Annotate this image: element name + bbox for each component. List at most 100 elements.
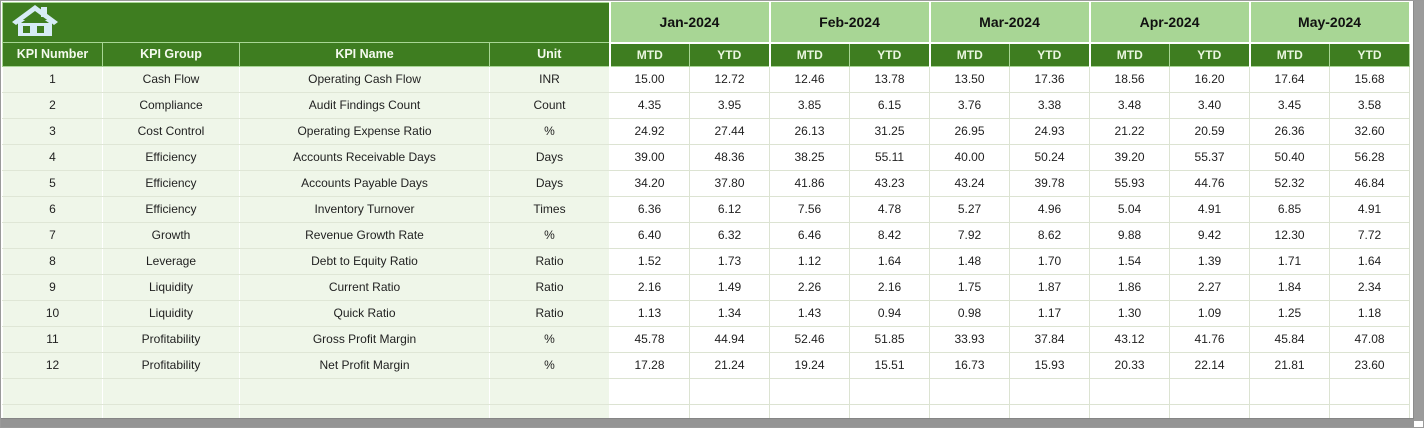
kpi-value-cell: 4.96	[1009, 195, 1091, 223]
kpi-value-cell: 9.42	[1169, 221, 1251, 249]
kpi-value-cell: 21.22	[1089, 117, 1171, 145]
kpi-value-cell: 43.24	[929, 169, 1011, 197]
kpi-number-cell: 7	[2, 221, 103, 249]
kpi-row: 11 Profitability Gross Profit Margin% 45.78…	[2, 325, 1411, 353]
kpi-value-cell: 23.60	[1329, 351, 1411, 379]
empty-cell	[2, 377, 103, 405]
kpi-value-cell: 9.88	[1089, 221, 1171, 249]
kpi-group-cell: Profitability	[102, 325, 240, 353]
kpi-value-cell: 15.51	[848, 351, 931, 379]
kpi-name-cell: Accounts Receivable Days	[239, 143, 490, 171]
kpi-value-cell: 6.15	[848, 91, 931, 119]
kpi-value-cell: 1.25	[1249, 299, 1331, 327]
kpi-value-cell: 1.09	[1169, 299, 1251, 327]
kpi-value-cell: 1.12	[769, 247, 850, 275]
vertical-scrollbar[interactable]	[1413, 1, 1423, 421]
kpi-group-cell: Growth	[102, 221, 240, 249]
kpi-value-cell: 3.76	[929, 91, 1011, 119]
kpi-unit-cell: %	[489, 325, 610, 353]
kpi-value-cell: 43.23	[848, 169, 931, 197]
kpi-row: 10 Liquidity Quick Ratio Ratio 1.13 1.34 1.43 0…	[2, 299, 1411, 327]
kpi-unit-cell: Days	[489, 143, 610, 171]
kpi-group-cell: Leverage	[102, 247, 240, 275]
kpi-number-cell: 5	[2, 169, 103, 197]
kpi-value-cell: 2.26	[769, 273, 850, 301]
kpi-value-cell: 1.75	[929, 273, 1011, 301]
kpi-group-cell: Efficiency	[102, 143, 240, 171]
column-header-kpi-name: KPI Name	[239, 42, 490, 67]
kpi-row: 8 Leverage Debt to Equity Ratio Ratio 1.52 1.…	[2, 247, 1411, 275]
kpi-value-cell: 16.20	[1169, 65, 1251, 93]
kpi-number-cell: 11	[2, 325, 103, 353]
kpi-value-cell: 17.64	[1249, 65, 1331, 93]
subheader-ytd-feb-2024: YTD	[848, 42, 931, 67]
kpi-value-cell: 20.59	[1169, 117, 1251, 145]
month-header-feb-2024: Feb-2024	[768, 2, 931, 44]
month-header-may-2024: May-2024	[1248, 2, 1411, 44]
kpi-value-cell: 12.72	[689, 65, 770, 93]
kpi-number-cell: 2	[2, 91, 103, 119]
kpi-number-cell: 3	[2, 117, 103, 145]
kpi-value-cell: 34.20	[609, 169, 690, 197]
kpi-value-cell: 1.39	[1169, 247, 1251, 275]
kpi-value-cell: 16.73	[929, 351, 1011, 379]
kpi-unit-cell: Ratio	[489, 273, 610, 301]
kpi-value-cell: 26.95	[929, 117, 1011, 145]
kpi-value-cell: 1.84	[1249, 273, 1331, 301]
month-header-mar-2024: Mar-2024	[928, 2, 1091, 44]
kpi-value-cell: 1.18	[1329, 299, 1411, 327]
kpi-value-cell: 1.43	[769, 299, 850, 327]
kpi-value-cell: 4.91	[1169, 195, 1251, 223]
kpi-group-cell: Cash Flow	[102, 65, 240, 93]
kpi-value-cell: 3.45	[1249, 91, 1331, 119]
kpi-number-cell: 4	[2, 143, 103, 171]
kpi-unit-cell: Ratio	[489, 247, 610, 275]
kpi-value-cell: 3.38	[1009, 91, 1091, 119]
empty-cell	[1089, 377, 1171, 405]
kpi-name-cell: Audit Findings Count	[239, 91, 490, 119]
kpi-value-cell: 1.87	[1009, 273, 1091, 301]
kpi-value-cell: 18.56	[1089, 65, 1171, 93]
kpi-value-cell: 8.62	[1009, 221, 1091, 249]
kpi-row: 6 Efficiency Inventory Turnover Times 6.36 6.…	[2, 195, 1411, 223]
empty-row	[2, 377, 1411, 405]
horizontal-scrollbar[interactable]	[1, 418, 1414, 427]
kpi-value-cell: 45.78	[609, 325, 690, 353]
kpi-value-cell: 13.78	[848, 65, 931, 93]
kpi-value-cell: 3.40	[1169, 91, 1251, 119]
kpi-value-cell: 1.52	[609, 247, 690, 275]
kpi-value-cell: 37.80	[689, 169, 770, 197]
kpi-unit-cell: Count	[489, 91, 610, 119]
kpi-unit-cell: %	[489, 221, 610, 249]
kpi-name-cell: Debt to Equity Ratio	[239, 247, 490, 275]
kpi-unit-cell: INR	[489, 65, 610, 93]
subheader-mtd-jan-2024: MTD	[608, 42, 690, 67]
empty-cell	[848, 377, 931, 405]
kpi-value-cell: 1.49	[689, 273, 770, 301]
month-header-jan-2024: Jan-2024	[608, 2, 771, 44]
column-header-kpi-group: KPI Group	[102, 42, 240, 67]
kpi-value-cell: 26.36	[1249, 117, 1331, 145]
kpi-value-cell: 2.27	[1169, 273, 1251, 301]
home-icon[interactable]	[11, 5, 59, 37]
empty-cell	[689, 377, 770, 405]
kpi-value-cell: 21.24	[689, 351, 770, 379]
kpi-value-cell: 15.00	[609, 65, 690, 93]
kpi-value-cell: 12.46	[769, 65, 850, 93]
kpi-value-cell: 20.33	[1089, 351, 1171, 379]
column-header-kpi-number: KPI Number	[2, 42, 103, 67]
kpi-value-cell: 38.25	[769, 143, 850, 171]
kpi-name-cell: Net Profit Margin	[239, 351, 490, 379]
kpi-value-cell: 2.34	[1329, 273, 1411, 301]
kpi-value-cell: 7.56	[769, 195, 850, 223]
kpi-value-cell: 6.36	[609, 195, 690, 223]
subheader-ytd-jan-2024: YTD	[689, 42, 770, 67]
empty-cell	[769, 377, 850, 405]
kpi-unit-cell: Ratio	[489, 299, 610, 327]
kpi-value-cell: 43.12	[1089, 325, 1171, 353]
empty-cell	[239, 377, 490, 405]
kpi-name-cell: Revenue Growth Rate	[239, 221, 490, 249]
kpi-value-cell: 1.54	[1089, 247, 1171, 275]
kpi-row: 9 Liquidity Current Ratio Ratio 2.16 1.49 2.26…	[2, 273, 1411, 301]
